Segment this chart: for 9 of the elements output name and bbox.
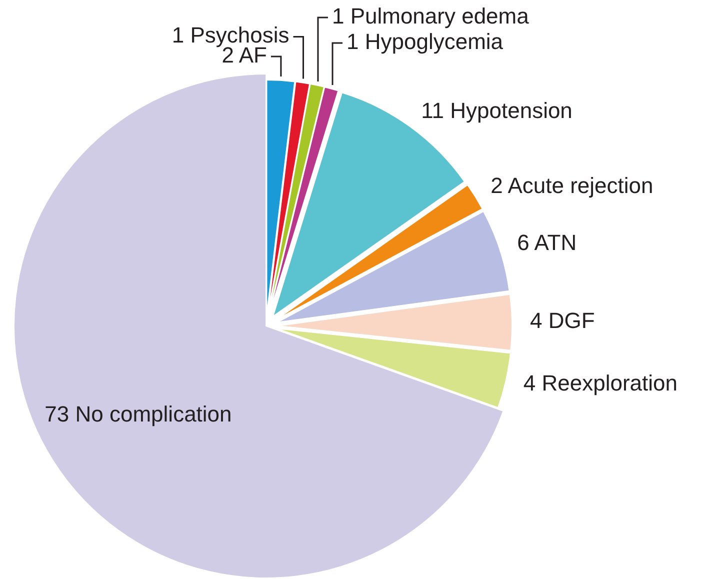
slice-label: 2 Acute rejection xyxy=(490,173,654,198)
slice-label: 73 No complication xyxy=(44,402,232,427)
slice-label: 4 DGF xyxy=(530,308,595,333)
slice-label: 4 Reexploration xyxy=(523,370,678,396)
slice-label: 1 Hypoglycemia xyxy=(346,28,504,54)
slice-label: 1 Pulmonary edema xyxy=(332,3,530,28)
slice-label: 1 Psychosis xyxy=(172,22,290,48)
slice-label: 6 ATN xyxy=(517,230,577,256)
slice-label: 11 Hypotension xyxy=(421,98,572,124)
